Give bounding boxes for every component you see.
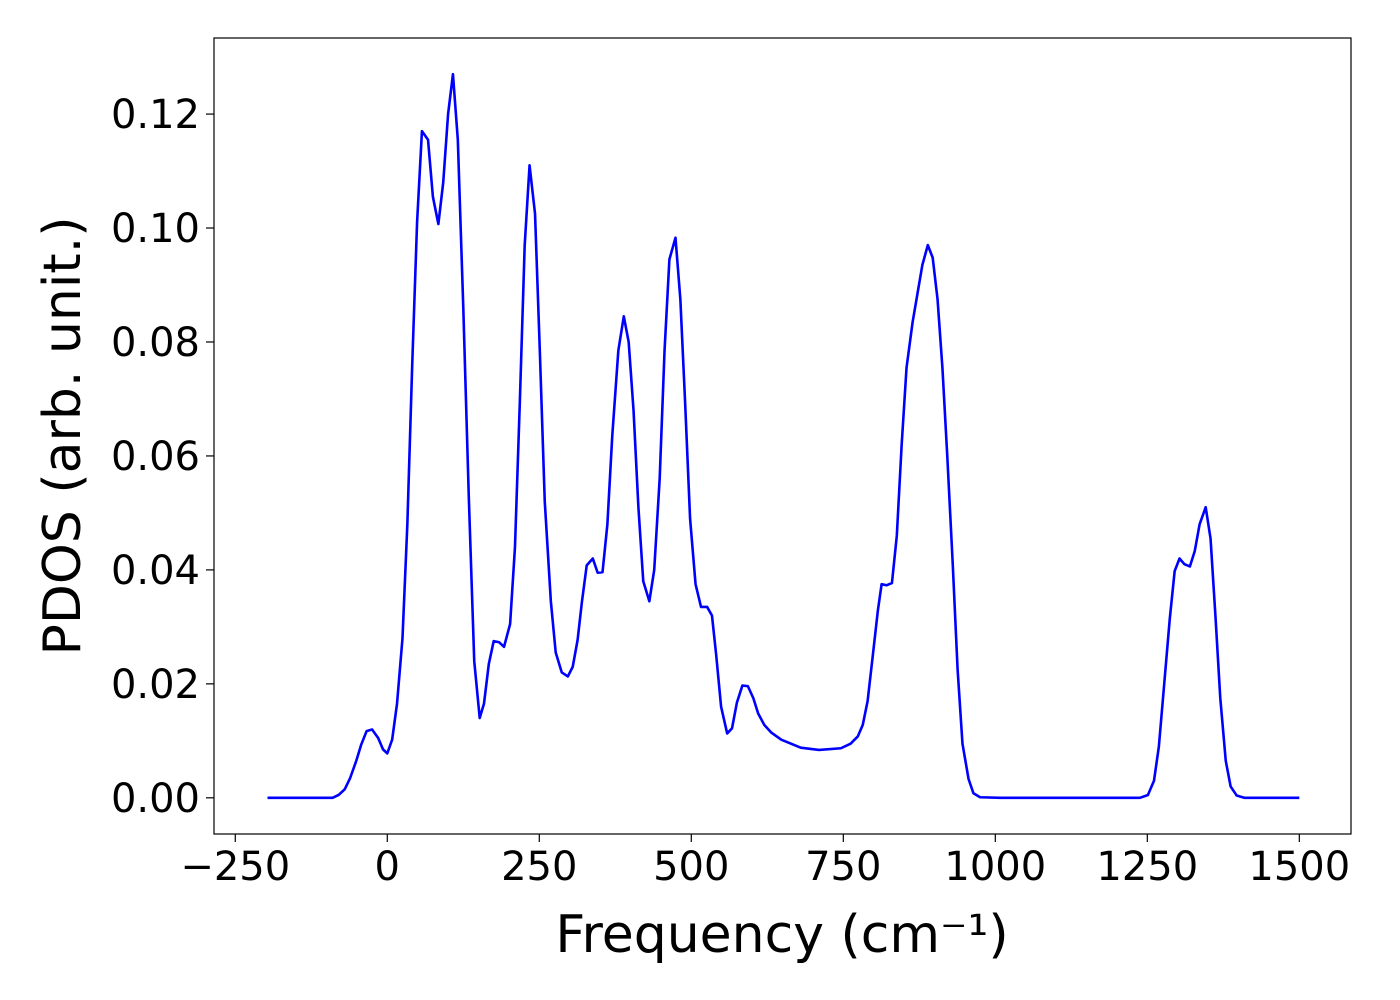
x-tick-label: 1500 <box>1248 844 1350 890</box>
y-tick-label: 0.08 <box>111 320 200 366</box>
y-tick-label: 0.12 <box>111 92 200 138</box>
x-tick-label: −250 <box>180 844 290 890</box>
y-tick-label: 0.02 <box>111 662 200 708</box>
y-axis-label: PDOS (arb. unit.) <box>33 216 93 655</box>
x-tick-label: 250 <box>501 844 577 890</box>
x-tick-label: 500 <box>653 844 729 890</box>
y-tick-label: 0.04 <box>111 548 200 594</box>
x-tick-label: 0 <box>375 844 400 890</box>
plot-frame <box>213 37 1352 835</box>
x-tick-label: 1000 <box>944 844 1046 890</box>
y-tick-label: 0.06 <box>111 434 200 480</box>
y-tick-label: 0.00 <box>111 776 200 822</box>
x-tick-label: 750 <box>805 844 881 890</box>
pdos-line <box>267 72 1300 800</box>
x-axis-label: Frequency (cm⁻¹) <box>555 905 1008 965</box>
y-tick-label: 0.10 <box>111 206 200 252</box>
x-tick-label: 1250 <box>1096 844 1198 890</box>
